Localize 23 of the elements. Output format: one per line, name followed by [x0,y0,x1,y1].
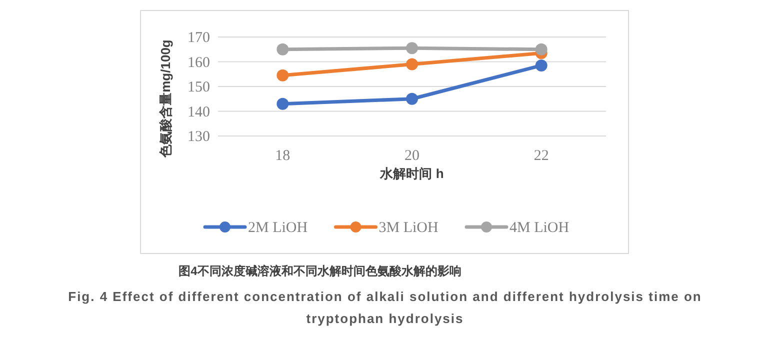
point [276,69,289,82]
x-tick-label: 18 [275,148,290,164]
point [276,98,289,110]
x-tick-label: 22 [534,148,549,164]
legend-label: 4M LiOH [510,220,570,236]
x-tick-label: 20 [404,148,420,164]
point [535,43,548,56]
point [406,58,418,70]
caption: 图4不同浓度碱溶液和不同水解时间色氨酸水解的影响 [178,264,462,278]
y-tick-label: 170 [188,30,210,46]
point [406,42,418,54]
legend-label: 2M LiOH [248,220,308,236]
y-tick-label: 140 [188,104,210,120]
y-tick-label: 150 [188,80,210,96]
y-tick-label: 160 [188,54,210,71]
caption: Fig. 4 Effect of different concentration of alkali solution and different hydrolysis time on tryptophan hydrolysis [67,288,703,328]
point [276,43,289,56]
legend-label: 3M LiOH [378,220,438,236]
y-axis-title: 色氨酸含量mg/100g [158,40,173,158]
y-tick-label: 130 [188,129,210,145]
point [535,59,548,72]
point [406,92,418,105]
x-axis-title: 水解时间 h [379,166,444,181]
